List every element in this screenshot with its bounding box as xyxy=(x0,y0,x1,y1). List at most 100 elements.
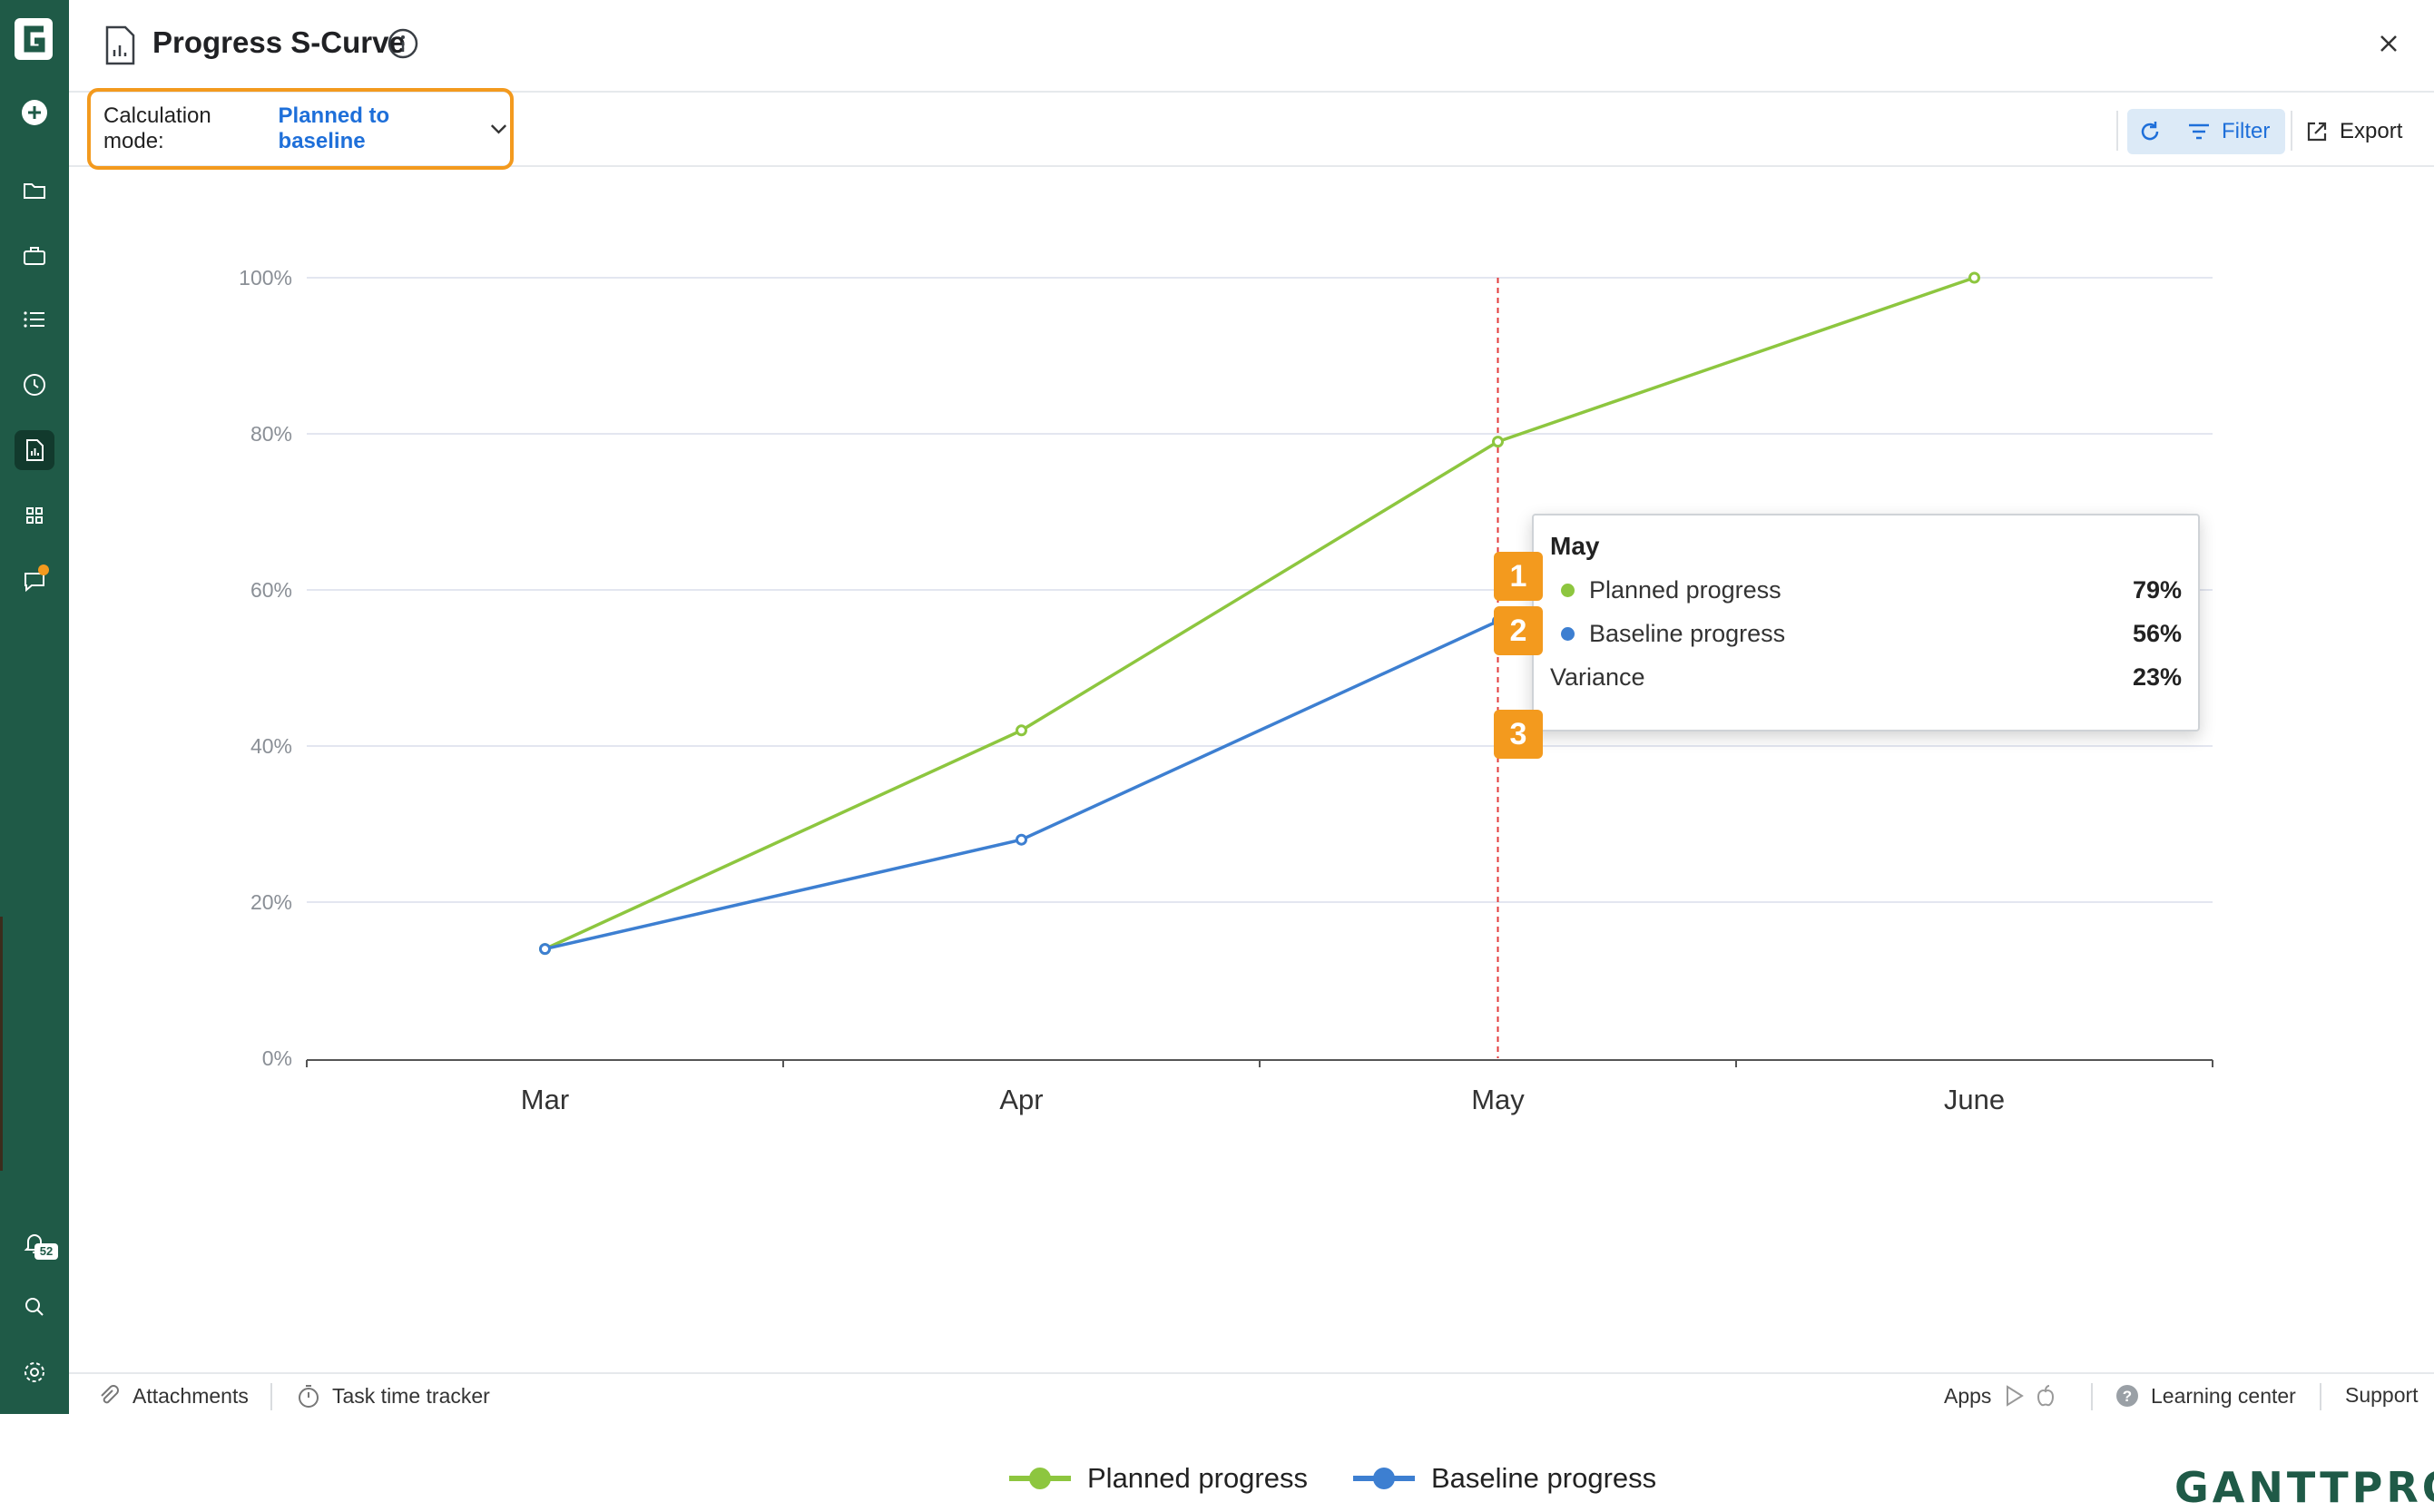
export-button[interactable]: Export xyxy=(2303,109,2402,154)
attachments-label: Attachments xyxy=(132,1383,249,1408)
info-icon[interactable] xyxy=(387,27,419,60)
y-tick-label: 20% xyxy=(250,890,292,914)
play-store-icon xyxy=(2007,1385,2025,1407)
tooltip-row-value: 23% xyxy=(2132,663,2182,691)
footer-divider xyxy=(270,1383,272,1410)
apps-label: Apps xyxy=(1944,1383,1992,1408)
planned-progress-dot xyxy=(1561,583,1575,597)
chat-icon[interactable] xyxy=(15,561,54,601)
legend-item-planned[interactable]: Planned progress xyxy=(1007,1462,1308,1495)
chart-legend: Planned progress Baseline progress xyxy=(1007,1456,1700,1501)
tooltip-row-variance: Variance 23% xyxy=(1550,659,2182,695)
briefcase-icon[interactable] xyxy=(15,236,54,276)
toolbar: Calculation mode: Planned to baseline Fi… xyxy=(69,88,2434,170)
support-label: Support xyxy=(2345,1383,2419,1407)
legend-label: Planned progress xyxy=(1087,1462,1308,1494)
ganttpro-brand-logo: GANTTPRO xyxy=(2174,1463,2434,1512)
export-label: Export xyxy=(2340,119,2403,143)
data-point xyxy=(1016,833,1027,846)
report-icon[interactable] xyxy=(15,430,54,470)
x-tick-label: Mar xyxy=(521,1084,569,1115)
callout-marker-3: 3 xyxy=(1494,710,1543,759)
toolbar-divider xyxy=(2116,111,2118,151)
report-doc-icon xyxy=(105,25,135,65)
y-tick-label: 100% xyxy=(239,266,292,290)
tooltip-row-planned: Planned progress 79% xyxy=(1550,572,2182,608)
svg-text:?: ? xyxy=(2123,1388,2132,1405)
apps-button[interactable]: Apps xyxy=(1944,1383,2058,1409)
filter-label: Filter xyxy=(2222,119,2271,143)
baseline-progress-dot xyxy=(1561,626,1575,641)
chevron-down-icon xyxy=(490,124,507,134)
tooltip-row-baseline: Baseline progress 56% xyxy=(1550,615,2182,652)
refresh-button[interactable] xyxy=(2127,109,2173,154)
support-button[interactable]: Support xyxy=(2345,1383,2419,1408)
data-point xyxy=(1492,436,1504,448)
callout-marker-1: 1 xyxy=(1494,552,1543,601)
close-icon[interactable] xyxy=(2376,31,2401,56)
learning-center-label: Learning center xyxy=(2151,1383,2296,1408)
calculation-mode-label: Calculation mode: xyxy=(103,103,211,153)
filter-icon xyxy=(2189,123,2209,140)
toolbar-divider xyxy=(2291,111,2292,151)
page-title: Progress S-Curve xyxy=(152,25,406,59)
x-tick-label: May xyxy=(1471,1084,1525,1115)
s-curve-chart: 0% 20% 40% 60% 80% 100% Mar Apr May June May Plan… xyxy=(69,169,2434,1512)
panel-header: Progress S-Curve xyxy=(69,0,2434,93)
search-icon[interactable] xyxy=(15,1287,54,1327)
tooltip-row-value: 56% xyxy=(2132,619,2182,647)
series-line-baseline xyxy=(545,619,1499,951)
attachments-button[interactable]: Attachments xyxy=(96,1383,249,1409)
filter-button[interactable]: Filter xyxy=(2176,109,2285,154)
legend-swatch-planned xyxy=(1009,1468,1071,1489)
task-time-tracker-label: Task time tracker xyxy=(332,1383,490,1408)
y-tick-label: 40% xyxy=(250,734,292,758)
refresh-icon xyxy=(2141,122,2159,141)
data-point xyxy=(539,943,551,956)
tooltip-row-label: Variance xyxy=(1550,663,1645,691)
toolbar-button-group: Filter xyxy=(2127,109,2285,154)
tooltip-row-label: Planned progress xyxy=(1589,575,1781,604)
list-icon[interactable] xyxy=(15,299,54,339)
clock-icon[interactable] xyxy=(15,365,54,405)
chart-svg: 0% 20% 40% 60% 80% 100% Mar Apr May June xyxy=(239,266,2213,1115)
learning-center-button[interactable]: ? Learning center xyxy=(2115,1383,2296,1409)
notification-count-badge: 52 xyxy=(34,1243,58,1260)
series-line-planned xyxy=(544,276,1976,951)
help-circle-icon: ? xyxy=(2116,1385,2138,1407)
plus-circle-icon[interactable] xyxy=(15,93,54,133)
data-point xyxy=(1016,724,1027,737)
footer-divider xyxy=(2091,1383,2093,1410)
legend-item-baseline[interactable]: Baseline progress xyxy=(1351,1462,1656,1495)
x-tick-label: June xyxy=(1944,1084,2005,1115)
grid-icon[interactable] xyxy=(15,496,54,535)
ganttpro-logo-icon[interactable] xyxy=(13,16,54,62)
calculation-mode-value: Planned to baseline xyxy=(278,103,390,153)
gear-icon[interactable] xyxy=(15,1352,54,1392)
task-time-tracker-button[interactable]: Task time tracker xyxy=(296,1383,490,1409)
sidebar: 52 xyxy=(0,0,69,1414)
tooltip-row-label: Baseline progress xyxy=(1589,619,1786,647)
footer-bar: Attachments Task time tracker Apps ? Lea… xyxy=(69,1372,2434,1414)
export-icon xyxy=(2307,122,2327,142)
y-tick-label: 60% xyxy=(250,578,292,602)
unread-dot xyxy=(38,565,49,575)
folder-icon[interactable] xyxy=(15,171,54,211)
calculation-mode-dropdown[interactable]: Calculation mode: Planned to baseline xyxy=(87,88,514,170)
chart-tooltip: May Planned progress 79% Baseline progre… xyxy=(1532,514,2200,731)
sidebar-edge xyxy=(0,917,3,1171)
y-tick-label: 0% xyxy=(262,1046,292,1070)
tooltip-row-value: 79% xyxy=(2132,575,2182,604)
callout-marker-2: 2 xyxy=(1494,606,1543,655)
apple-icon xyxy=(2037,1385,2055,1407)
paperclip-icon xyxy=(101,1385,119,1404)
legend-swatch-baseline xyxy=(1353,1468,1415,1489)
data-point xyxy=(1968,271,1980,284)
footer-divider xyxy=(2320,1383,2321,1410)
stopwatch-icon xyxy=(299,1385,319,1408)
legend-label: Baseline progress xyxy=(1431,1462,1657,1494)
bell-icon[interactable]: 52 xyxy=(15,1223,58,1263)
x-tick-label: Apr xyxy=(999,1084,1043,1115)
tooltip-title: May xyxy=(1550,532,1600,560)
y-tick-label: 80% xyxy=(250,422,292,446)
